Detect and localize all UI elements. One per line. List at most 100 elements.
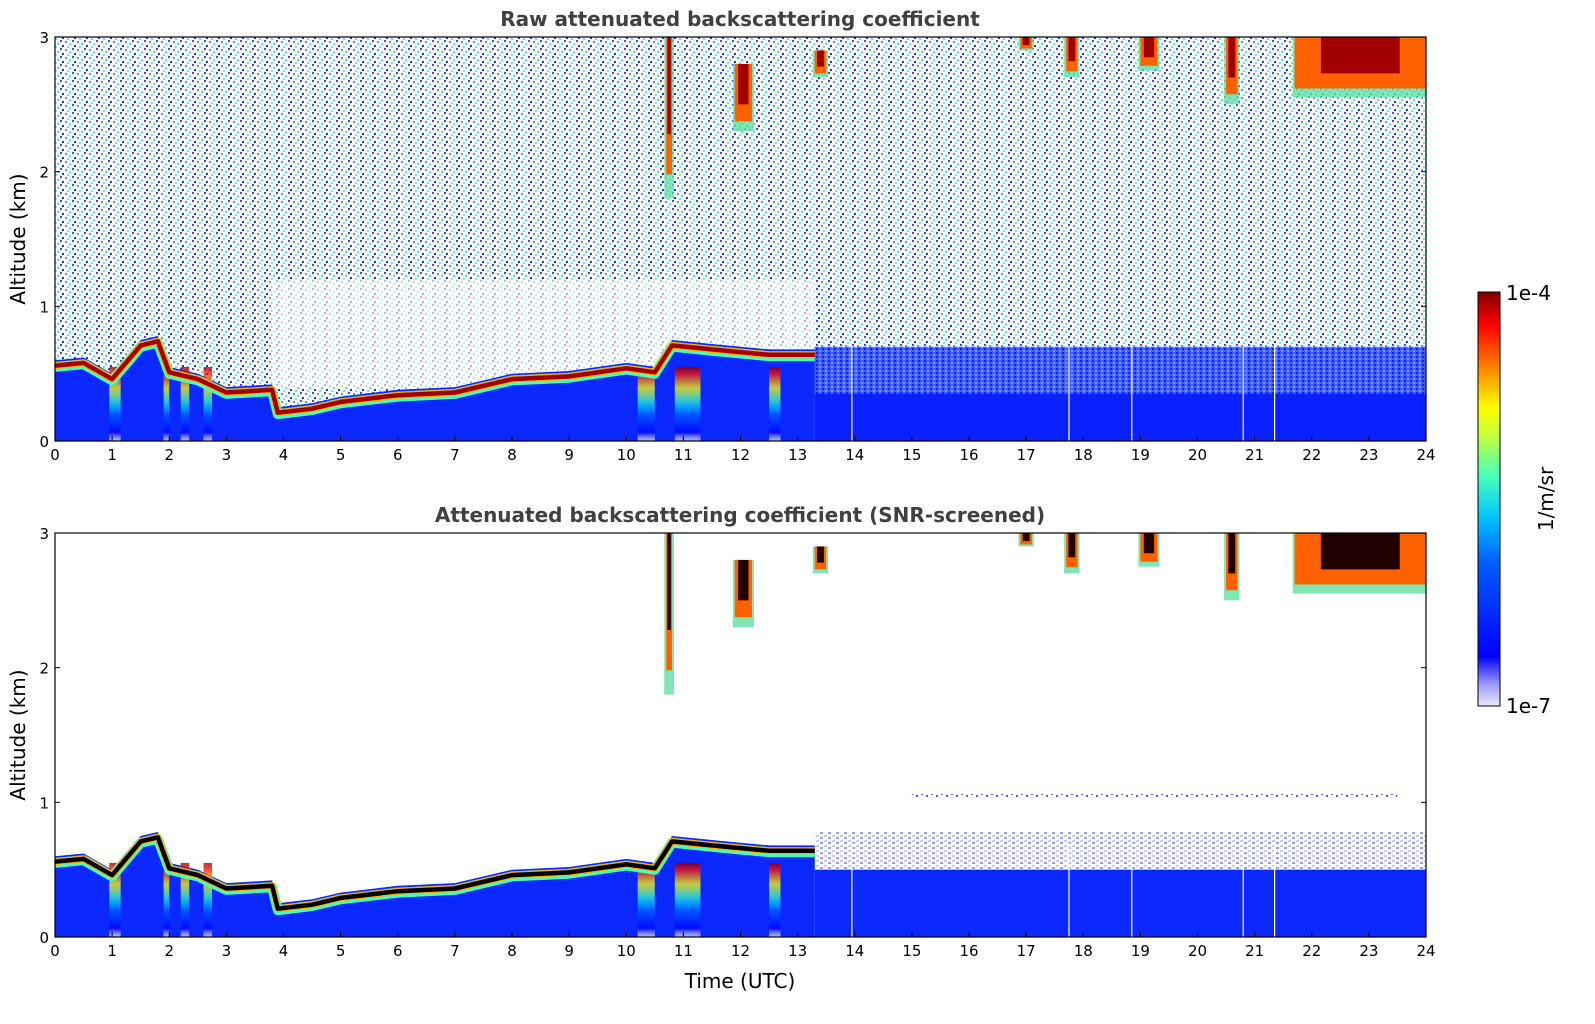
x-tick-label: 12 <box>731 942 750 960</box>
x-tick-label: 20 <box>1188 446 1207 464</box>
x-tick-label: 24 <box>1416 942 1435 960</box>
night-haze <box>814 831 1426 877</box>
colorbar-min-label: 1e-7 <box>1506 694 1551 718</box>
y-tick-label: 2 <box>39 660 49 678</box>
x-tick-label: 9 <box>564 446 574 464</box>
x-tick-label: 21 <box>1245 942 1264 960</box>
x-tick-label: 17 <box>1017 446 1036 464</box>
high-cloud-core <box>738 559 749 601</box>
x-tick-label: 22 <box>1302 942 1321 960</box>
x-tick-label: 6 <box>393 942 403 960</box>
x-tick-label: 3 <box>222 942 232 960</box>
x-tick-label: 11 <box>674 446 693 464</box>
aerosol-plume <box>180 862 190 937</box>
x-tick-label: 1 <box>107 942 117 960</box>
x-tick-label: 22 <box>1302 446 1321 464</box>
high-cloud-core <box>667 37 671 134</box>
y-tick-label: 0 <box>39 929 49 947</box>
x-tick-label: 12 <box>731 446 750 464</box>
top-y-axis: 0 1 2 3 <box>39 29 1426 451</box>
x-tick-label: 2 <box>164 942 174 960</box>
x-tick-label: 19 <box>1131 446 1150 464</box>
high-cloud-core <box>738 63 749 105</box>
y-tick-label: 0 <box>39 433 49 451</box>
x-tick-label: 11 <box>674 942 693 960</box>
x-tick-label: 9 <box>564 942 574 960</box>
x-tick-label: 6 <box>393 446 403 464</box>
high-cloud-core <box>1068 37 1076 62</box>
x-tick-label: 18 <box>1074 942 1093 960</box>
aerosol-plume <box>674 862 701 937</box>
high-cloud-core <box>1022 37 1030 46</box>
x-tick-label: 16 <box>959 942 978 960</box>
colorbar-max-label: 1e-4 <box>1506 281 1551 305</box>
high-cloud-core <box>1068 533 1076 558</box>
high-cloud-core <box>1228 533 1236 574</box>
aerosol-plume <box>180 366 190 441</box>
boundary-layer-top-line <box>55 835 815 911</box>
x-tick-label: 5 <box>336 446 346 464</box>
high-cloud-core <box>1320 533 1400 570</box>
colorbar-gradient <box>1477 291 1501 707</box>
residual-layer-dots <box>911 794 1398 798</box>
x-tick-label: 8 <box>507 942 517 960</box>
daytime-boundary-layer <box>55 832 815 937</box>
aerosol-plume <box>637 862 655 937</box>
x-tick-label: 0 <box>50 446 60 464</box>
high-cloud-core <box>1143 533 1155 554</box>
x-tick-label: 21 <box>1245 446 1264 464</box>
bottom-y-axis-label: Altitude (km) <box>6 669 30 800</box>
top-y-axis-label: Altitude (km) <box>6 173 30 304</box>
daytime-boundary-layer <box>55 336 815 441</box>
night-boundary-layer-core <box>814 393 1426 441</box>
x-tick-label: 18 <box>1074 446 1093 464</box>
aerosol-plume <box>203 862 213 937</box>
night-boundary-layer <box>814 869 1426 937</box>
x-tick-label: 5 <box>336 942 346 960</box>
colorbar-unit-label: 1/m/sr <box>1534 466 1558 531</box>
y-tick-label: 1 <box>39 298 49 316</box>
x-tick-label: 10 <box>617 446 636 464</box>
bottom-heatmap <box>55 533 1426 937</box>
y-tick-label: 1 <box>39 794 49 812</box>
x-tick-label: 17 <box>1017 942 1036 960</box>
x-tick-label: 4 <box>279 942 289 960</box>
x-tick-label: 8 <box>507 446 517 464</box>
top-x-axis: 0 1 2 3 4 5 6 7 8 9 10 11 12 13 14 15 16 17 18 19 20 21 22 23 24 <box>50 436 1436 464</box>
aerosol-plume <box>769 862 781 937</box>
x-tick-label: 7 <box>450 446 460 464</box>
x-tick-label: 16 <box>959 446 978 464</box>
boundary-layer-top-line <box>55 339 815 415</box>
bottom-panel-title: Attenuated backscattering coefficient (S… <box>435 503 1045 527</box>
x-axis-label: Time (UTC) <box>684 969 796 993</box>
top-panel-title: Raw attenuated backscattering coefficien… <box>500 7 980 31</box>
high-cloud-core <box>1143 37 1155 58</box>
aerosol-plume <box>637 366 655 441</box>
x-tick-label: 15 <box>902 446 921 464</box>
y-tick-label: 3 <box>39 29 49 47</box>
high-cloud-core <box>1228 37 1236 78</box>
high-cloud-core <box>667 533 671 630</box>
aerosol-plume <box>674 366 701 441</box>
aerosol-plume <box>109 862 121 937</box>
x-tick-label: 20 <box>1188 942 1207 960</box>
x-tick-label: 10 <box>617 942 636 960</box>
high-cloud-core <box>817 546 824 563</box>
aerosol-plume <box>163 366 170 441</box>
x-tick-label: 3 <box>222 446 232 464</box>
x-tick-label: 19 <box>1131 942 1150 960</box>
top-heatmap <box>55 37 1426 441</box>
x-tick-label: 14 <box>845 942 864 960</box>
aerosol-plume <box>109 366 121 441</box>
x-tick-label: 7 <box>450 942 460 960</box>
x-tick-label: 1 <box>107 446 117 464</box>
aerosol-plume <box>203 366 213 441</box>
high-cloud-core <box>1022 533 1030 542</box>
x-tick-label: 2 <box>164 446 174 464</box>
x-tick-label: 14 <box>845 446 864 464</box>
bottom-y-axis: 0 1 2 3 <box>39 525 1426 947</box>
high-cloud-core <box>1320 37 1400 74</box>
y-tick-label: 2 <box>39 164 49 182</box>
